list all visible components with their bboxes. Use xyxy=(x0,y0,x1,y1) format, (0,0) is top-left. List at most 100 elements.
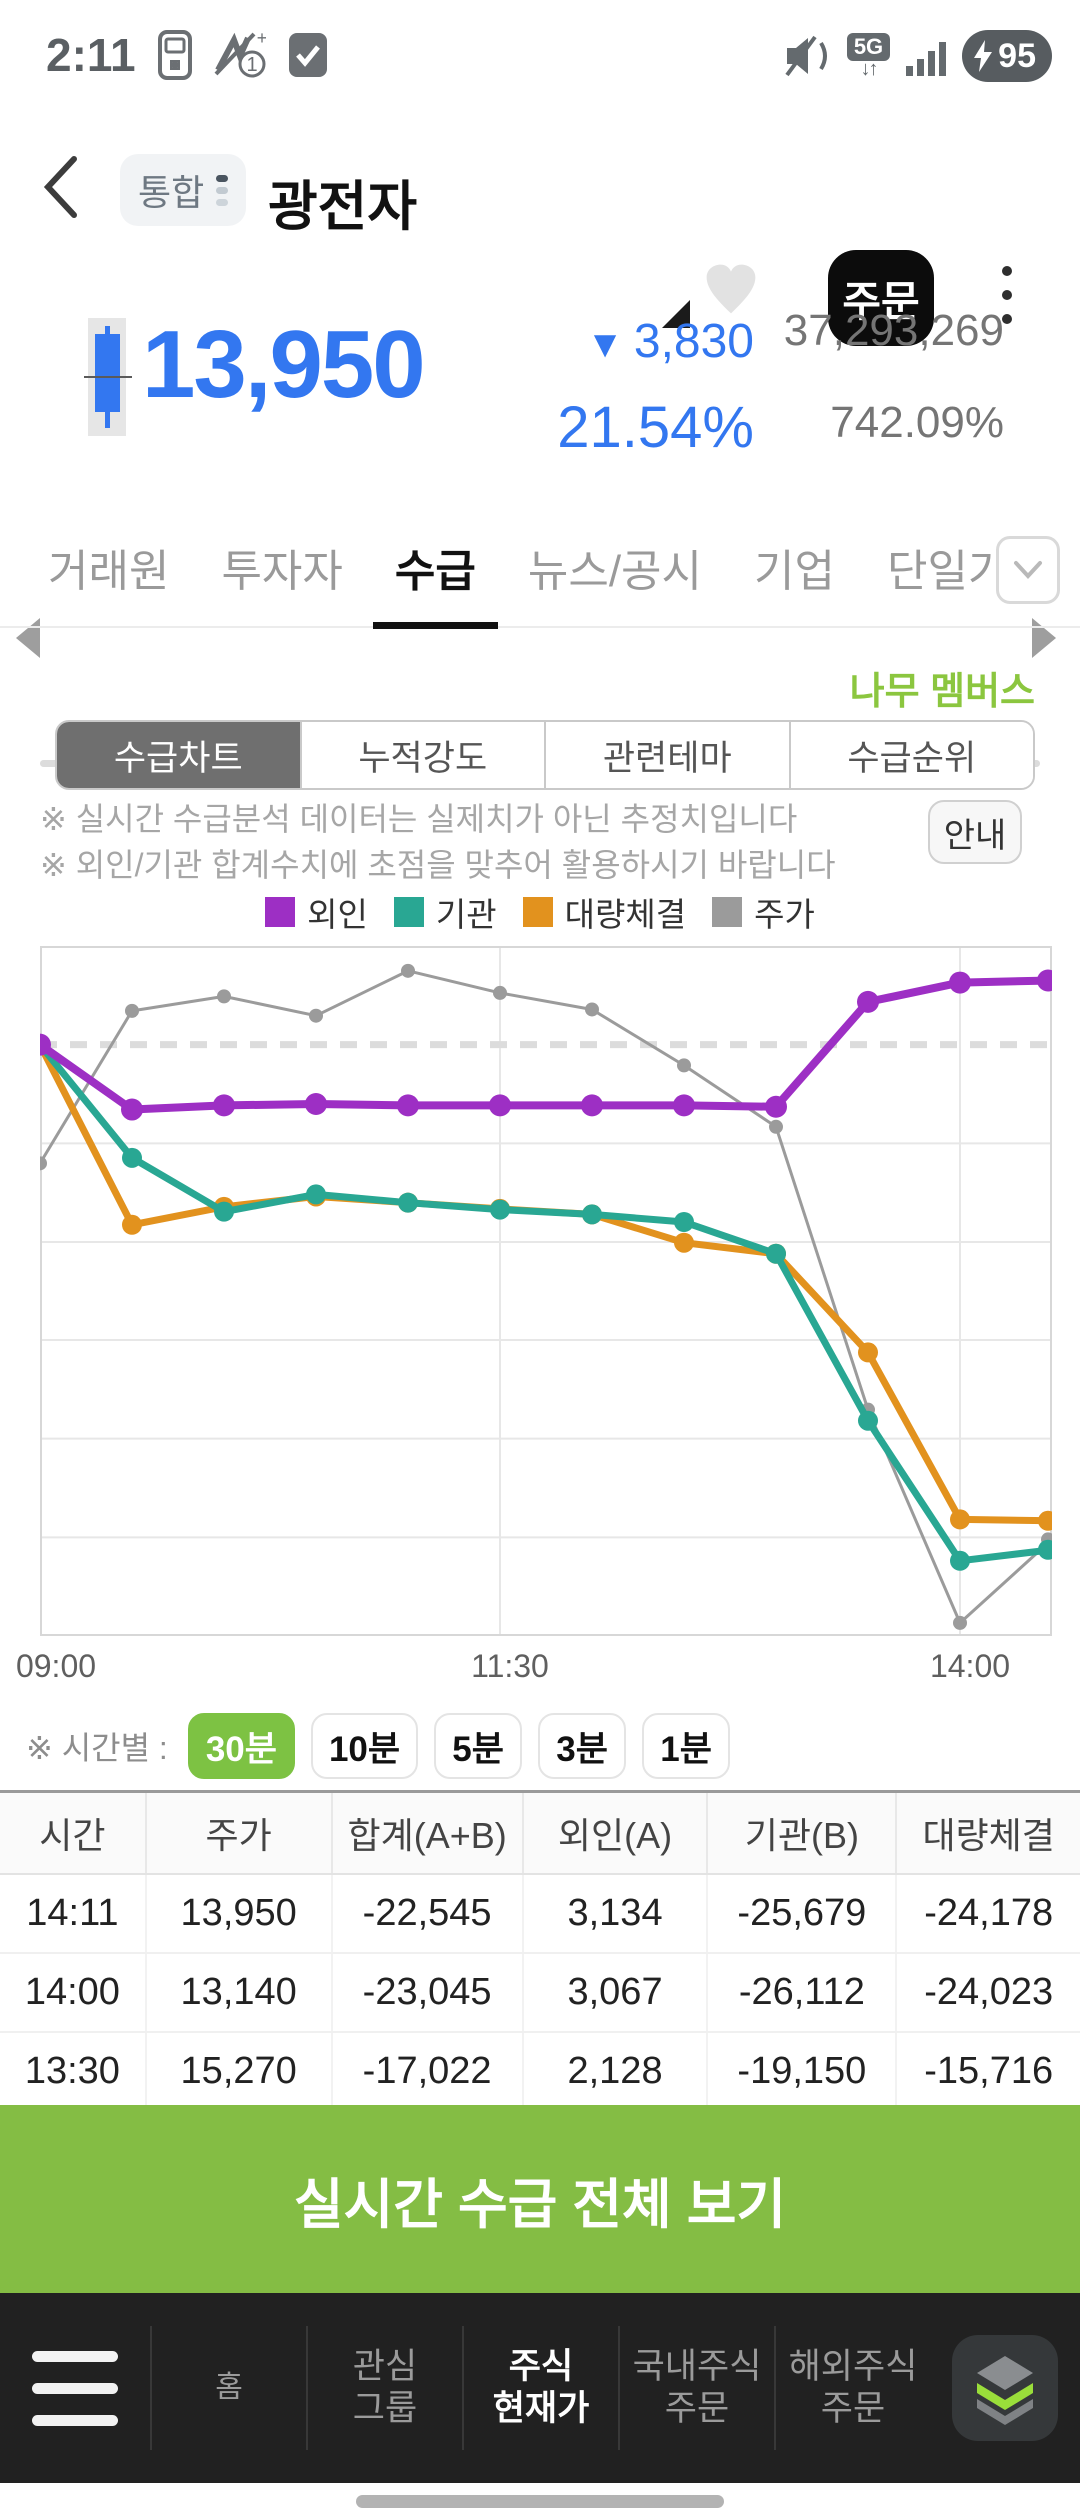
table-cell: -17,022 xyxy=(330,2032,523,2112)
legend-label: 대량체결 xyxy=(564,896,687,933)
column-header: 대량체결 xyxy=(895,1793,1080,1875)
table-cell: 13,140 xyxy=(144,1953,332,2033)
x-axis-tick: 09:00 xyxy=(15,1648,97,1684)
column-header: 기관(B) xyxy=(706,1793,897,1875)
disclaimer-line: ※ 외인/기관 합계수치에 초점을 맞추어 활용하시기 바랍니다 xyxy=(40,847,836,883)
bottom-nav: 홈 관심 그룹 주식 현재가 국내주식 주문 해외주식 주문 xyxy=(0,2293,1080,2483)
charging-bolt-icon xyxy=(974,40,993,72)
tab-1[interactable]: 거래원 xyxy=(48,547,170,596)
nav-item-4[interactable]: 국내주식 주문 xyxy=(618,2326,774,2450)
nav-item-3[interactable]: 주식 현재가 xyxy=(462,2326,618,2450)
x-axis-tick: 14:00 xyxy=(929,1648,1011,1684)
table-cell: 13:30 xyxy=(0,2032,146,2112)
nav-item-1[interactable]: 홈 xyxy=(150,2326,306,2450)
candlestick-icon xyxy=(84,318,132,436)
order-button[interactable]: 주문 xyxy=(828,250,934,346)
legend-label: 외인 xyxy=(307,896,368,933)
column-header: 주가 xyxy=(144,1793,332,1875)
table-cell: 13,950 xyxy=(144,1874,332,1954)
next-page-arrow-icon[interactable] xyxy=(1032,618,1056,658)
legend-item: 주가 xyxy=(712,888,815,936)
disclaimer-line: ※ 실시간 수급분석 데이터는 실제치가 아닌 추정치입니다 xyxy=(40,801,798,837)
chart-x-axis: 09:00 11:30 14:00 xyxy=(0,1648,1080,1688)
view-all-button[interactable]: 실시간 수급 전체 보기 xyxy=(0,2105,1080,2293)
turnover-rate: 742.09% xyxy=(830,398,1004,447)
overflow-menu-icon[interactable] xyxy=(1002,266,1012,324)
market-badge-label: 통합 xyxy=(138,172,205,213)
legend-swatch xyxy=(712,897,743,927)
price-change: ▼ 3,830 xyxy=(586,315,754,368)
tab-4[interactable]: 뉴스/공시 xyxy=(527,547,703,596)
chart-legend: 외인 기관 대량체결 주가 xyxy=(0,888,1080,936)
check-notification-icon xyxy=(288,33,327,77)
supply-demand-chart[interactable] xyxy=(29,946,1059,1638)
interval-button-3분[interactable]: 3분 xyxy=(538,1713,627,1779)
home-indicator[interactable] xyxy=(356,2495,724,2508)
interval-button-10분[interactable]: 10분 xyxy=(310,1713,419,1779)
chevron-down-icon xyxy=(1014,561,1042,579)
subtab-4[interactable]: 수급순위 xyxy=(788,722,1033,788)
tab-2[interactable]: 투자자 xyxy=(221,547,343,596)
table-row[interactable]: 13:30 15,270 -17,022 2,128 -19,150 -15,716 xyxy=(0,2032,1080,2112)
current-price: 13,950 xyxy=(142,311,426,418)
tab-3[interactable]: 수급 xyxy=(372,507,498,629)
legend-item: 외인 xyxy=(265,888,368,936)
interval-button-5분[interactable]: 5분 xyxy=(434,1713,523,1779)
nav-item-2[interactable]: 관심 그룹 xyxy=(306,2326,462,2450)
legend-label: 주가 xyxy=(754,896,815,933)
signal-strength-icon xyxy=(906,42,947,76)
subtab-1[interactable]: 수급차트 xyxy=(57,722,300,788)
legend-item: 기관 xyxy=(393,888,497,936)
tab-6[interactable]: 단일가 xyxy=(887,547,1009,596)
table-cell: -26,112 xyxy=(706,1953,897,2033)
interval-label: ※ 시간별 : xyxy=(26,1730,168,1766)
tab-bar: 거래원 투자자 수급 뉴스/공시 기업 단일가 xyxy=(0,507,1080,629)
column-header: 외인(A) xyxy=(521,1793,708,1875)
legend-item: 대량체결 xyxy=(522,888,687,936)
table-cell: 3,067 xyxy=(521,1953,708,2033)
legend-swatch xyxy=(522,897,553,927)
stock-title: 광전자 xyxy=(268,177,418,237)
price-section: 13,950 ▼ 3,830 21.54% 37,293,269 742.09% xyxy=(0,262,1080,767)
table-cell: -15,716 xyxy=(895,2032,1080,2112)
mute-vibrate-icon xyxy=(785,35,827,77)
table-cell: 3,134 xyxy=(521,1874,708,1954)
info-button[interactable]: 안내 xyxy=(928,800,1022,864)
tabs-expand-button[interactable] xyxy=(996,536,1060,604)
network-5g-icon: 5G ↓↑ xyxy=(846,33,891,79)
interval-button-1분[interactable]: 1분 xyxy=(642,1713,731,1779)
battery-indicator: 95 xyxy=(962,30,1052,82)
x-axis-tick: 11:30 xyxy=(471,1648,549,1684)
market-badge[interactable]: 통합 xyxy=(120,154,247,226)
subtab-3[interactable]: 관련테마 xyxy=(544,722,789,788)
nav-item-5[interactable]: 해외주식 주문 xyxy=(774,2326,930,2450)
quick-menu-stack-button[interactable] xyxy=(952,2335,1058,2441)
legend-swatch xyxy=(393,897,424,927)
price-change-percent: 21.54% xyxy=(557,395,754,460)
volume: 37,293,269 xyxy=(783,306,1004,355)
back-icon[interactable] xyxy=(38,154,84,220)
disclaimer-text: ※ 실시간 수급분석 데이터는 실제치가 아닌 추정치입니다 ※ 외인/기관 합… xyxy=(40,796,836,888)
supply-demand-table: 시간 주가 합계(A+B) 외인(A) 기관(B) 대량체결 14:11 13,950 -22… xyxy=(0,1790,1080,2191)
table-cell: 15,270 xyxy=(144,2032,332,2112)
svg-text:+: + xyxy=(256,30,265,48)
menu-hamburger-icon[interactable] xyxy=(0,2350,150,2426)
clock: 2:11 xyxy=(46,29,136,81)
table-cell: -25,679 xyxy=(706,1874,897,1954)
subtab-2[interactable]: 누적강도 xyxy=(299,722,544,788)
tab-5[interactable]: 기업 xyxy=(754,547,835,596)
device-notification-icon xyxy=(157,30,192,80)
table-cell: -24,023 xyxy=(895,1953,1080,2033)
table-row[interactable]: 14:00 13,140 -23,045 3,067 -26,112 -24,023 xyxy=(0,1953,1080,2033)
namuh-members-link[interactable]: 나무 멤버스 xyxy=(849,671,1035,713)
table-cell: -19,150 xyxy=(706,2032,897,2112)
interval-button-30분[interactable]: 30분 xyxy=(187,1713,295,1779)
title-dropdown-icon[interactable] xyxy=(662,300,690,328)
table-cell: -24,178 xyxy=(895,1874,1080,1954)
column-header: 합계(A+B) xyxy=(330,1793,523,1875)
favorite-heart-icon[interactable] xyxy=(702,262,760,316)
list-dots-icon xyxy=(216,174,229,206)
table-row[interactable]: 14:11 13,950 -22,545 3,134 -25,679 -24,178 xyxy=(0,1874,1080,1954)
prev-page-arrow-icon[interactable] xyxy=(16,618,40,658)
